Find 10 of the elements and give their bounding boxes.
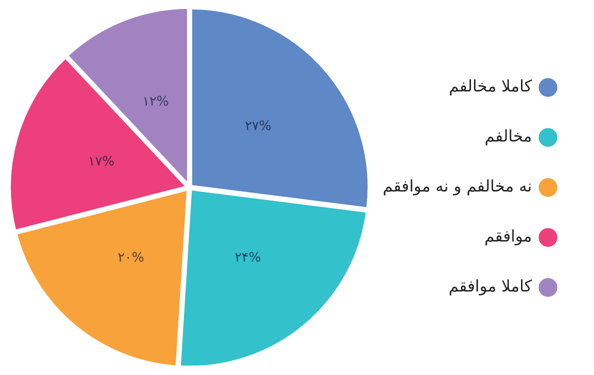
legend-label: موافقم — [484, 226, 532, 246]
legend-label: کاملا مخالفم — [448, 76, 532, 96]
legend-label: کاملا موافقم — [448, 276, 532, 296]
legend-label: مخالفم — [484, 126, 532, 146]
data-label: ۲۴% — [234, 250, 262, 266]
data-label: ۲۰% — [118, 250, 144, 266]
legend-label: نه مخالفم و نه موافقم — [382, 176, 532, 196]
data-label: ۱۲% — [142, 94, 169, 110]
data-label: ۱۷% — [88, 154, 115, 170]
data-label: ۲۷% — [245, 119, 272, 134]
